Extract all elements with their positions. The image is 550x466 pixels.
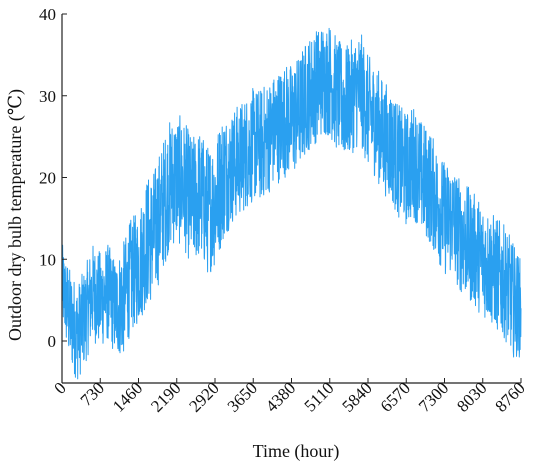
x-tick-label: 1460 <box>109 378 146 415</box>
x-tick-label: 5110 <box>301 378 338 415</box>
x-tick-label: 5840 <box>338 378 375 415</box>
x-tick-label: 0 <box>50 378 69 397</box>
y-ticks: 0 10 20 30 40 <box>39 5 67 351</box>
y-tick-label: 10 <box>39 250 56 269</box>
y-tick-label: 40 <box>39 5 56 24</box>
y-tick-label: 0 <box>48 332 57 351</box>
x-tick-label: 8760 <box>491 378 528 415</box>
x-ticks: 0 730 1460 2190 2920 3650 4380 5110 5840 6570 7300… <box>50 378 529 416</box>
temperature-series-line <box>61 27 522 380</box>
x-axis-title: Time (hour) <box>253 441 340 462</box>
x-tick-label: 2190 <box>147 378 184 415</box>
x-tick-label: 3650 <box>224 378 261 415</box>
y-tick-label: 20 <box>39 169 56 188</box>
y-axis-title: Outdoor dry bulb temperature (℃) <box>5 89 26 341</box>
x-tick-label: 4380 <box>262 378 299 415</box>
x-tick-label: 8030 <box>453 378 490 415</box>
y-tick-label: 30 <box>39 87 56 106</box>
x-tick-label: 6570 <box>377 378 414 415</box>
series-layer <box>61 27 522 380</box>
x-tick-label: 2920 <box>185 378 222 415</box>
x-tick-label: 7300 <box>415 378 452 415</box>
